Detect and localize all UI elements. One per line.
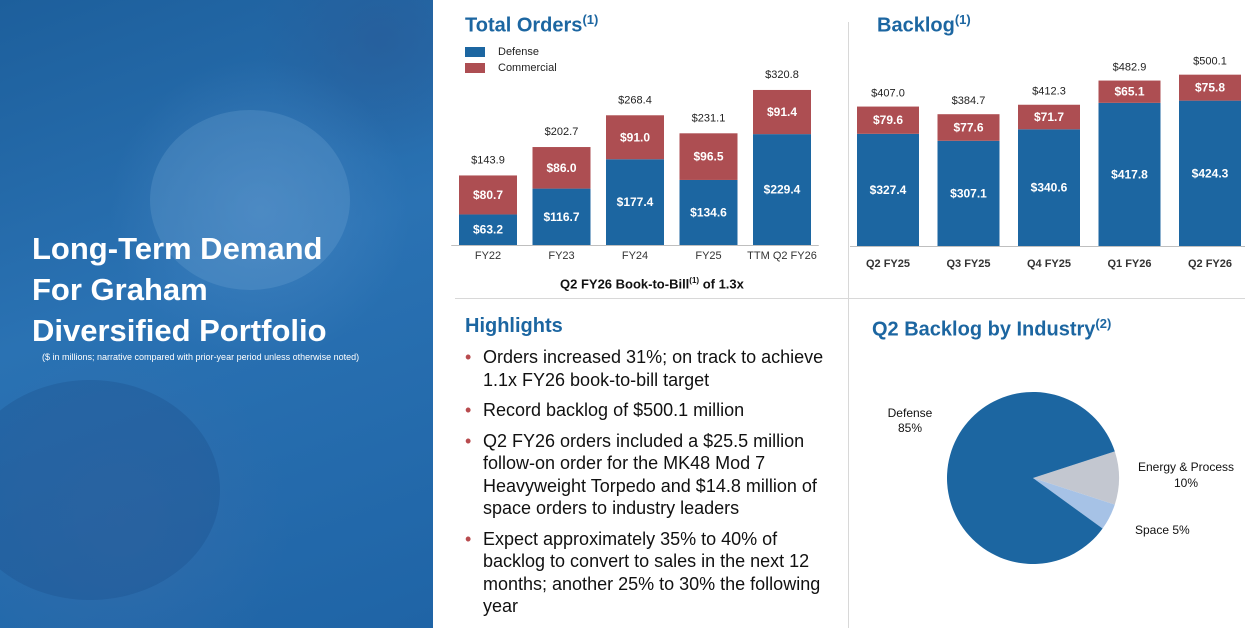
bar-defense — [532, 188, 591, 245]
legend-label: Defense — [498, 46, 539, 58]
total-label: $482.9 — [1113, 62, 1147, 74]
total-label: $231.1 — [692, 112, 726, 124]
category-label: FY25 — [695, 250, 721, 262]
highlight-item: Record backlog of $500.1 million — [465, 399, 840, 422]
bar-label: $327.4 — [870, 183, 907, 197]
category-label: FY23 — [548, 250, 574, 262]
pie-label: 10% — [1174, 476, 1198, 490]
highlight-item: Orders increased 31%; on track to achiev… — [465, 346, 840, 391]
total-label: $407.0 — [871, 88, 905, 100]
total-label: $143.9 — [471, 154, 505, 166]
bar-label: $417.8 — [1111, 167, 1148, 181]
bar-defense — [606, 159, 664, 245]
backlog-title: Backlog(1) — [877, 12, 971, 37]
legend-label: Commercial — [498, 62, 557, 74]
bar-label: $134.6 — [690, 205, 727, 219]
pie-label: Energy & Process — [1138, 460, 1234, 474]
total-label: $202.7 — [545, 126, 579, 138]
highlights-title: Highlights — [465, 315, 563, 337]
page-title-line: For Graham — [32, 272, 208, 307]
backlog-chart: $327.4 $79.6 $407.0 Q2 FY25 $307.1 $77.6 $384.… — [850, 56, 1245, 270]
total-label: $268.4 — [618, 94, 652, 106]
highlight-item: Expect approximately 35% to 40% of backl… — [465, 528, 840, 618]
bar-commercial — [1179, 74, 1241, 101]
legend-swatch-defense — [465, 47, 485, 57]
category-label: Q2 FY25 — [866, 258, 910, 270]
category-label: TTM Q2 FY26 — [747, 250, 817, 262]
category-label: FY22 — [475, 250, 501, 262]
units-note: ($ in millions; narrative compared with … — [42, 352, 360, 362]
bar-commercial — [679, 133, 738, 180]
bar-commercial — [937, 114, 1000, 141]
bar-commercial — [532, 147, 591, 189]
total-label: $320.8 — [765, 70, 799, 81]
bar-defense — [1098, 102, 1161, 246]
vertical-divider — [848, 22, 849, 628]
pie-label: 85% — [898, 421, 922, 435]
bar-label: $116.7 — [543, 210, 579, 224]
bar-commercial — [459, 175, 517, 215]
bar-defense — [857, 133, 919, 246]
pie-slice-energy-process — [1033, 451, 1119, 505]
bar-commercial — [1018, 104, 1080, 130]
bar-label: $91.0 — [620, 130, 650, 144]
bar-defense — [1179, 100, 1241, 246]
bar-label: $86.0 — [546, 161, 576, 175]
bar-label: $91.4 — [767, 105, 797, 119]
bar-defense — [937, 140, 1000, 246]
pie-label: Space 5% — [1135, 523, 1190, 537]
total-label: $384.7 — [952, 95, 986, 107]
page-title-line: Diversified Portfolio — [32, 313, 327, 348]
bar-label: $77.6 — [953, 120, 983, 134]
bar-defense — [1018, 129, 1080, 246]
highlights-list: Orders increased 31%; on track to achiev… — [465, 346, 840, 626]
bar-label: $424.3 — [1192, 166, 1229, 180]
bar-label: $340.6 — [1031, 181, 1068, 195]
orders-chart: $63.2 $80.7 $143.9 FY22 $116.7 $86.0 $202.7 FY2… — [451, 70, 819, 262]
bar-commercial — [1098, 80, 1161, 103]
left-banner: Long-Term Demand For Graham Diversified … — [0, 0, 433, 628]
bar-commercial — [857, 106, 919, 134]
total-label: $500.1 — [1193, 56, 1227, 68]
bar-label: $63.2 — [473, 223, 503, 237]
page-title-line: Long-Term Demand — [32, 231, 323, 266]
highlight-item: Q2 FY26 orders included a $25.5 million … — [465, 430, 840, 520]
banner-photo-shape — [0, 380, 220, 600]
bar-commercial — [606, 115, 664, 160]
horizontal-divider — [455, 298, 1245, 299]
category-label: Q4 FY25 — [1027, 258, 1071, 270]
banner-photo-shape — [150, 110, 350, 290]
orders-legend: Defense Commercial — [465, 44, 557, 76]
bar-commercial — [753, 89, 811, 135]
legend-item-commercial: Commercial — [465, 60, 557, 76]
bar-defense — [753, 134, 811, 245]
industry-title: Q2 Backlog by Industry(2) — [872, 316, 1112, 341]
bar-label: $71.7 — [1034, 110, 1064, 124]
pie-slice-space — [1033, 478, 1115, 529]
book-to-bill: Q2 FY26 Book-to-Bill(1) of 1.3x — [560, 276, 744, 292]
bar-label: $79.6 — [873, 113, 903, 127]
bar-defense — [679, 179, 738, 245]
pie-label: Defense — [888, 406, 933, 420]
bar-label: $96.5 — [693, 150, 723, 164]
pie-slice-defense — [947, 392, 1115, 564]
bar-defense — [459, 214, 517, 245]
bar-label: $229.4 — [764, 183, 801, 197]
bar-label: $80.7 — [473, 188, 503, 202]
total-label: $412.3 — [1032, 86, 1066, 98]
bar-label: $177.4 — [617, 195, 654, 209]
category-label: Q1 FY26 — [1107, 258, 1151, 270]
page-title: Long-Term Demand For Graham Diversified … — [32, 228, 327, 351]
legend-swatch-commercial — [465, 63, 485, 73]
bar-label: $65.1 — [1114, 85, 1144, 99]
category-label: Q2 FY26 — [1188, 258, 1232, 270]
bar-label: $307.1 — [950, 186, 987, 200]
orders-title: Total Orders(1) — [465, 12, 599, 37]
category-label: FY24 — [622, 250, 648, 262]
bar-label: $75.8 — [1195, 81, 1225, 95]
category-label: Q3 FY25 — [946, 258, 990, 270]
legend-item-defense: Defense — [465, 44, 557, 60]
